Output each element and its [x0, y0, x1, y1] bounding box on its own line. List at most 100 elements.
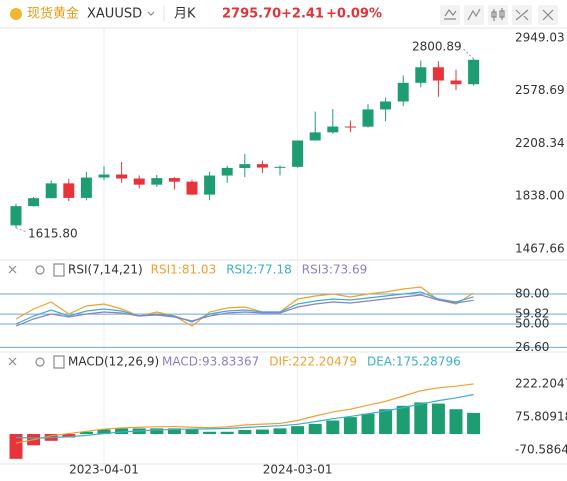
legend-entry: RSI1:81.03: [151, 263, 217, 277]
indicator-icon: [467, 8, 481, 21]
candle-body: [28, 198, 40, 207]
macd-bar: [361, 413, 375, 435]
y-tick-label: 2949.03: [515, 30, 565, 44]
annotation-leader: [15, 227, 27, 233]
indicator-toggle[interactable]: [53, 355, 65, 369]
candle-body: [432, 67, 444, 81]
dropdown-caret[interactable]: [147, 11, 155, 16]
macd-bar: [203, 431, 217, 435]
candle-body: [168, 178, 180, 182]
macd-bar: [167, 428, 181, 435]
candle-body: [45, 183, 57, 199]
macd-bar: [150, 428, 164, 435]
candle-body: [292, 140, 304, 167]
draw-tool-button[interactable]: [440, 5, 460, 25]
chart-style-icon: [491, 8, 505, 21]
macd-bar: [238, 429, 252, 435]
candle-body: [327, 126, 339, 133]
instrument-title[interactable]: 现货黄金: [27, 6, 79, 22]
last-price: 2795.70: [222, 7, 281, 22]
indicator-settings[interactable]: [35, 265, 45, 275]
y-tick-label: 80.00: [515, 287, 549, 301]
close-indicator[interactable]: [8, 265, 17, 274]
y-tick-label: 2208.34: [515, 136, 565, 150]
instrument-symbol[interactable]: XAUUSD: [87, 7, 142, 22]
legend-entry: MACD:93.83367: [162, 355, 259, 369]
macd-bar: [220, 431, 234, 435]
macd-bar: [379, 409, 393, 435]
gold-icon: [10, 8, 22, 20]
candle-body: [116, 174, 128, 179]
macd-bar: [291, 426, 305, 435]
draw-tool-icon: [444, 8, 457, 20]
annotation-label: 2800.89: [412, 40, 462, 54]
macd-bar: [449, 409, 463, 435]
candle-body: [221, 167, 233, 176]
annotation-label: 1615.80: [28, 226, 78, 240]
y-tick-label: 59.82: [515, 307, 549, 321]
indicator-line: [15, 286, 474, 327]
y-tick-label: 75.80918: [515, 409, 567, 423]
macd-line: [15, 393, 474, 439]
candle-body: [274, 166, 286, 168]
indicator-toggle[interactable]: [53, 263, 65, 277]
period[interactable]: 月K: [174, 7, 196, 22]
candle-body: [256, 164, 268, 168]
candle-body: [151, 178, 163, 185]
indicator-settings[interactable]: [35, 357, 45, 367]
macd-bar: [431, 403, 445, 435]
indicator-line: [15, 291, 474, 325]
macd-bar: [185, 429, 199, 435]
close-indicator[interactable]: [8, 357, 17, 366]
candle-body: [63, 183, 75, 198]
x-tick-label: 2024-03-01: [263, 463, 333, 477]
macd-bar: [467, 412, 481, 435]
macd-line: [15, 383, 474, 444]
y-tick-label: 2578.69: [515, 83, 565, 97]
macd-bar: [255, 429, 269, 435]
macd-bar: [414, 402, 428, 435]
candle-body: [380, 101, 392, 110]
macd-bar: [97, 429, 111, 435]
candle-body: [468, 59, 480, 85]
annotation-leader: [463, 48, 474, 60]
candle-body: [10, 206, 22, 226]
legend-entry: RSI3:73.69: [302, 263, 368, 277]
macd-bar: [326, 420, 340, 435]
legend-entry: DEA:175.28796: [367, 355, 461, 369]
candle-body: [309, 132, 321, 141]
y-tick-label: 1467.66: [515, 241, 565, 255]
candle-body: [204, 175, 216, 195]
macd-bar: [79, 431, 93, 435]
indicator-line: [15, 294, 474, 327]
macd-bar: [115, 428, 129, 435]
candle-body: [239, 164, 251, 168]
candle-body: [344, 126, 356, 128]
price-change-pct: +0.09%: [326, 7, 382, 22]
legend-entry: DIF:222.20479: [269, 355, 357, 369]
chart-style-button[interactable]: [488, 5, 508, 25]
macd-bar: [396, 405, 410, 435]
candle-body: [362, 109, 374, 127]
candle-body: [450, 80, 462, 85]
toolbar: [440, 5, 558, 25]
settings-icon: [542, 9, 554, 21]
macd-bar: [343, 417, 357, 435]
price-change: +2.41: [281, 7, 324, 22]
indicator-button[interactable]: [464, 5, 484, 25]
fullscreen-icon: [515, 9, 529, 21]
indicator-title: MACD(12,26,9): [68, 355, 159, 369]
y-tick-label: 1838.00: [515, 189, 565, 203]
y-tick-label: 222.20479: [515, 376, 567, 390]
legend-entry: RSI2:77.18: [226, 263, 292, 277]
candle-body: [186, 181, 198, 195]
candle-body: [415, 67, 427, 83]
x-tick-label: 2023-04-01: [69, 463, 139, 477]
candle-body: [133, 178, 145, 185]
candle-body: [98, 174, 110, 178]
indicator-title: RSI(7,14,21): [68, 263, 143, 277]
macd-bar: [273, 428, 287, 435]
candle-body: [397, 82, 409, 102]
candle-body: [80, 177, 92, 198]
y-tick-label: -70.58644: [515, 442, 567, 456]
